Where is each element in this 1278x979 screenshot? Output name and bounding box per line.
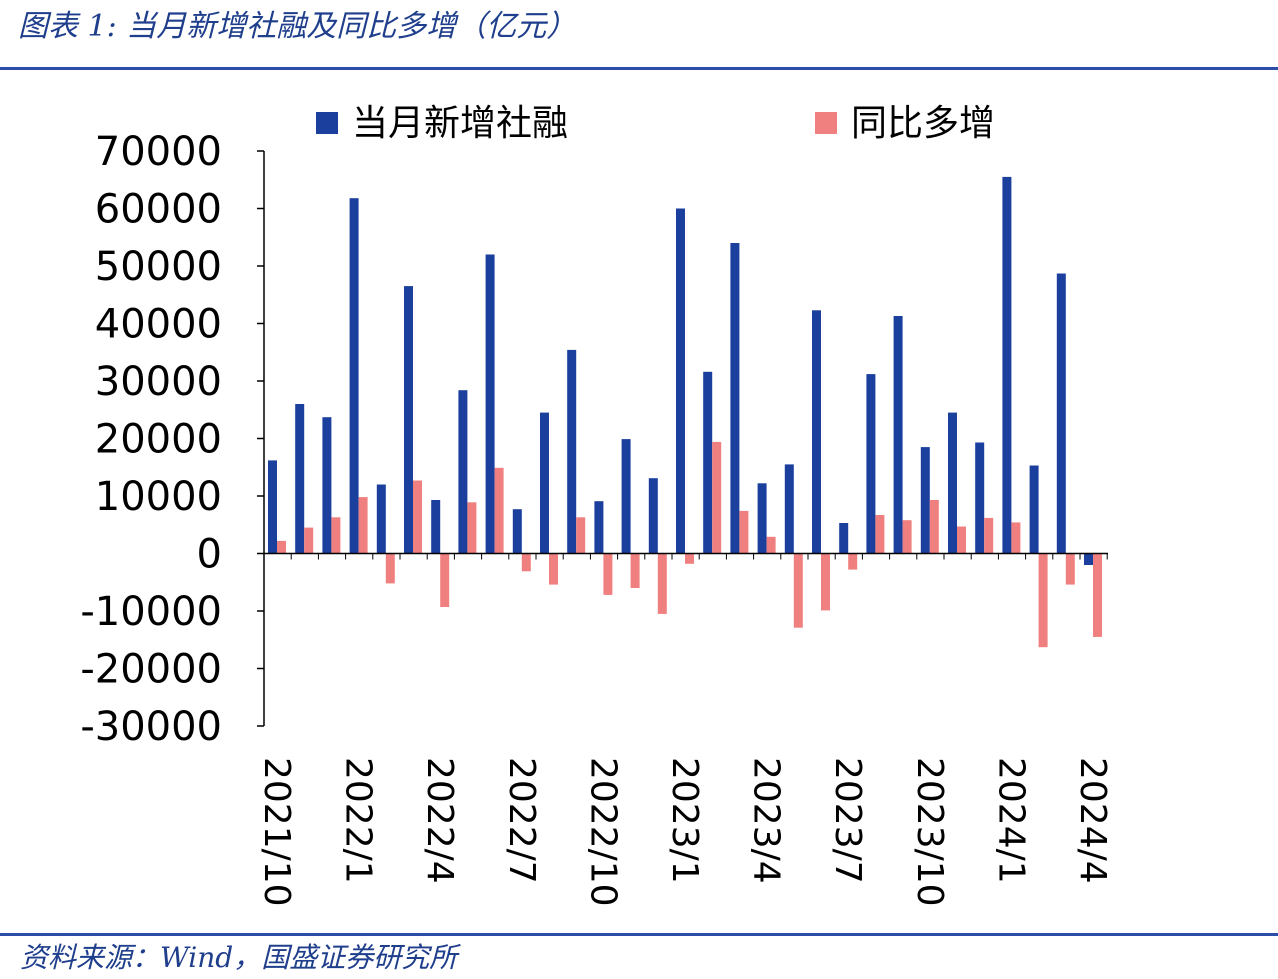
bar-yoy-increase-2022-10 (603, 553, 613, 595)
y-tick-label: -30000 (80, 704, 222, 750)
bar-yoy-increase-2023-5 (793, 553, 803, 628)
bar-yoy-increase-2022-9 (576, 517, 586, 554)
bar-new-financing-2022-9 (567, 349, 577, 554)
bar-yoy-increase-2023-1 (685, 553, 694, 564)
legend-swatch-new-financing (316, 112, 338, 134)
bar-yoy-increase-2023-10 (929, 500, 939, 554)
bar-yoy-increase-2022-6 (494, 467, 504, 554)
bar-yoy-increase-2024-2 (1038, 553, 1048, 648)
y-tick-label: -20000 (80, 647, 222, 693)
bar-new-financing-2023-1 (676, 208, 685, 554)
y-tick-label: 40000 (95, 302, 222, 348)
bar-new-financing-2023-11 (948, 412, 957, 554)
bar-yoy-increase-2022-4 (440, 553, 450, 607)
bar-new-financing-2024-3 (1056, 273, 1066, 554)
bar-new-financing-2023-4 (757, 483, 767, 554)
bar-new-financing-2022-5 (458, 390, 468, 554)
y-tick-label: 30000 (95, 359, 222, 405)
bar-yoy-increase-2023-8 (875, 515, 885, 554)
bar-chart: 当月新增社融 同比多增 70000 60000 50000 40000 30000 200… (80, 103, 1113, 907)
bar-yoy-increase-2021-10 (277, 540, 286, 554)
bar-new-financing-2024-2 (1029, 465, 1039, 554)
bar-new-financing-2022-4 (431, 500, 441, 554)
y-axis: 70000 60000 50000 40000 30000 20000 10000 0 -100… (80, 129, 265, 750)
bar-yoy-increase-2023-11 (957, 526, 966, 554)
x-tick-label: 2022/1 (338, 757, 379, 884)
caption-rule (0, 67, 1278, 70)
x-tick-label: 2022/10 (582, 757, 623, 907)
x-tick-label: 2023/7 (827, 757, 868, 884)
x-tick-label: 2023/10 (909, 757, 950, 907)
bar-new-financing-2023-2 (703, 371, 713, 554)
legend: 当月新增社融 同比多增 (316, 103, 995, 144)
y-tick-label: 60000 (95, 187, 222, 233)
bars (268, 176, 1102, 648)
x-tick-label: 2024/4 (1072, 757, 1113, 884)
bar-new-financing-2023-9 (893, 316, 903, 554)
x-tick-label: 2023/4 (746, 757, 787, 884)
bar-new-financing-2023-8 (866, 374, 876, 554)
bar-new-financing-2022-10 (594, 501, 604, 554)
bar-yoy-increase-2023-6 (821, 553, 830, 611)
bar-yoy-increase-2024-1 (1011, 522, 1021, 554)
x-tick-label: 2023/1 (664, 757, 705, 884)
bar-new-financing-2023-5 (784, 464, 794, 554)
bar-yoy-increase-2021-11 (304, 527, 314, 554)
bar-new-financing-2022-6 (485, 254, 495, 554)
bar-yoy-increase-2022-8 (549, 553, 558, 585)
bar-yoy-increase-2022-2 (385, 553, 395, 584)
bar-yoy-increase-2021-12 (331, 517, 341, 554)
bar-yoy-increase-2023-12 (984, 517, 994, 554)
bar-yoy-increase-2022-7 (521, 553, 531, 572)
x-tick-label: 2022/4 (419, 757, 460, 884)
bar-yoy-increase-2024-4 (1093, 553, 1102, 637)
bar-new-financing-2022-3 (404, 286, 413, 554)
bar-new-financing-2023-6 (812, 310, 821, 554)
legend-swatch-yoy-increase (815, 112, 837, 134)
bar-new-financing-2022-8 (540, 412, 549, 554)
y-tick-label: -10000 (80, 589, 222, 635)
figure-caption: 图表 1: 当月新增社融及同比多增（亿元） (18, 9, 577, 44)
bar-new-financing-2021-12 (322, 417, 332, 554)
x-tick-label: 2024/1 (990, 757, 1031, 884)
x-tick-label: 2022/7 (501, 757, 542, 884)
bar-new-financing-2024-1 (1002, 176, 1012, 554)
bar-yoy-increase-2022-11 (630, 553, 640, 588)
y-tick-label: 50000 (95, 244, 222, 290)
bar-yoy-increase-2023-2 (712, 441, 722, 554)
y-tick-label: 0 (197, 532, 222, 578)
source-rule (0, 933, 1278, 936)
bar-yoy-increase-2022-5 (467, 502, 477, 554)
x-axis: 2021/10 2022/1 2022/4 2022/7 2022/10 2023/1 20… (256, 552, 1113, 907)
y-tick-label: 70000 (95, 129, 222, 175)
bar-new-financing-2023-12 (975, 442, 985, 554)
y-tick-label: 10000 (95, 474, 222, 520)
legend-label-yoy-increase: 同比多增 (851, 103, 995, 144)
bar-new-financing-2023-7 (839, 523, 849, 554)
bar-yoy-increase-2023-9 (902, 520, 912, 554)
x-tick-label: 2021/10 (256, 757, 297, 907)
bar-yoy-increase-2024-3 (1065, 553, 1075, 585)
bar-new-financing-2021-11 (295, 404, 305, 554)
bar-new-financing-2023-10 (920, 447, 930, 554)
bar-new-financing-2022-2 (376, 484, 386, 554)
bar-new-financing-2022-11 (621, 439, 631, 554)
bar-new-financing-2022-1 (349, 198, 359, 554)
legend-label-new-financing: 当月新增社融 (352, 103, 568, 144)
bar-new-financing-2021-10 (268, 460, 277, 554)
bar-new-financing-2022-7 (512, 509, 522, 554)
y-tick-label: 20000 (95, 417, 222, 463)
bar-new-financing-2022-12 (648, 478, 658, 554)
bar-yoy-increase-2022-12 (657, 553, 667, 614)
bar-yoy-increase-2023-7 (848, 553, 858, 570)
bar-yoy-increase-2023-3 (739, 510, 749, 554)
bar-yoy-increase-2023-4 (766, 536, 776, 554)
bar-yoy-increase-2022-1 (358, 497, 368, 554)
bar-new-financing-2023-3 (730, 243, 740, 554)
bar-yoy-increase-2022-3 (413, 480, 422, 554)
source-note: 资料来源：Wind，国盛证券研究所 (20, 941, 458, 974)
bar-new-financing-2024-4 (1084, 553, 1093, 565)
